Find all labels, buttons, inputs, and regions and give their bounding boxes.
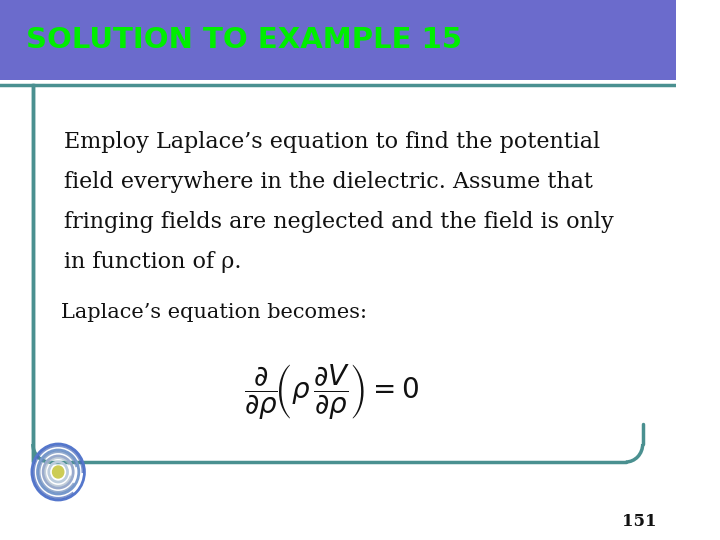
Text: in function of ρ.: in function of ρ. [64,251,241,273]
FancyBboxPatch shape [0,0,675,80]
Text: SOLUTION TO EXAMPLE 15: SOLUTION TO EXAMPLE 15 [26,26,462,54]
Text: fringing fields are neglected and the field is only: fringing fields are neglected and the fi… [64,211,613,233]
Text: 151: 151 [622,514,657,530]
Text: field everywhere in the dielectric. Assume that: field everywhere in the dielectric. Assu… [64,171,593,193]
Text: Employ Laplace’s equation to find the potential: Employ Laplace’s equation to find the po… [64,131,600,153]
Circle shape [53,466,64,478]
Text: Laplace’s equation becomes:: Laplace’s equation becomes: [61,302,367,321]
Text: $\dfrac{\partial}{\partial \rho}\!\left(\rho\,\dfrac{\partial V}{\partial \rho}\: $\dfrac{\partial}{\partial \rho}\!\left(… [244,362,419,422]
